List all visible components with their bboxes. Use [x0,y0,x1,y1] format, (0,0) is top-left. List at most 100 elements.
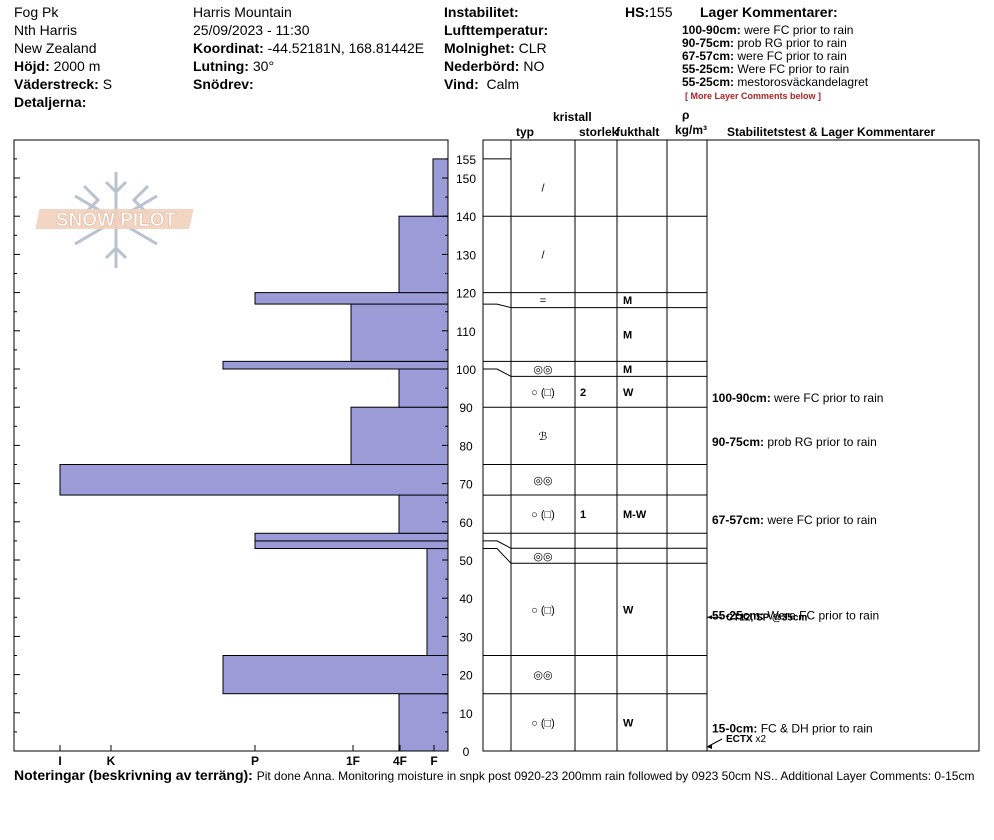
depth-label: 70 [459,478,473,492]
depth-label: 90 [459,401,473,415]
range-name: Nth Harris [14,22,78,38]
moisture-value: W [623,387,634,399]
notes-text: Pit done Anna. Monitoring moisture in sn… [256,769,975,783]
moisture-value: M [623,364,632,376]
layer-connector [483,548,512,564]
instability-label: Instabilitet: [444,4,519,20]
hardness-bar [398,368,449,408]
slope-label: Lutning: [193,58,249,74]
stability-comment: 100-90cm: were FC prior to rain [712,391,883,405]
layer-table-frame [482,139,980,752]
stability-test: CT12, SP @35cm [726,612,807,623]
grain-type: ○ (□) [531,387,555,399]
depth-label: 60 [459,516,473,530]
moisture-header: fukthalt [616,125,660,139]
layer-comment-0: 100-90cm: were FC prior to rain [682,24,853,37]
crystal-header: kristall [553,110,592,124]
sky-label: Molnighet: [444,40,515,56]
area-name: Harris Mountain [193,4,292,20]
wind-row: Vind: Calm [444,76,519,92]
layer-connector [483,368,512,377]
rho-header: ρ [682,108,690,122]
hs-row: HS:155 [625,4,672,20]
layer-comment-text: were FC prior to rain [737,49,847,63]
hardness-bar [398,693,449,752]
grain-size: 2 [580,387,586,399]
hs-label: HS: [625,4,650,20]
depth-label: 10 [459,707,473,721]
depth-label: 50 [459,554,473,568]
hardness-label: 1F [346,754,360,768]
notes-row: Noteringar (beskrivning av terräng): Pit… [14,767,974,783]
sky-value: CLR [518,40,547,56]
hardness-bar [432,158,449,217]
moisture-value: M [623,295,632,307]
wind-value: Calm [486,76,520,92]
wind-label: Vind: [444,76,479,92]
layer-connector [483,540,512,549]
hardness-bar [254,292,449,305]
comment-text: were FC prior to rain [773,391,883,405]
depth-label: 110 [456,325,475,339]
airtemp-label: Lufttemperatur: [444,22,549,38]
moisture-value: M-W [623,509,647,521]
grain-type: ◎◎ [533,364,552,376]
coord-value: -44.52181N, 168.81442E [267,40,425,56]
test-arrow-head [707,615,712,620]
layer-comment-range: 100-90cm: [682,23,741,37]
grain-type: / [541,183,545,195]
grain-type: / [541,249,545,261]
layer-comments-title: Lager Kommentarer: [700,4,838,20]
snowpilot-logo: SNOW PILOT [35,172,194,268]
elevation-row: Höjd: 2000 m [14,58,100,74]
more-comments-link[interactable]: [ More Layer Comments below ] [685,91,822,101]
depth-label: 40 [459,592,473,606]
moisture-value: W [623,717,634,729]
grain-type: ◎◎ [533,670,552,682]
stability-comment: 55-25cm: Were FC prior to rain [712,608,879,622]
hardness-bar [222,360,449,370]
comment-range: 67-57cm: [712,513,767,527]
precip-value: NO [523,58,545,74]
logo-text: SNOW PILOT [56,210,177,231]
grain-type: ◎◎ [533,551,552,563]
precip-label: Nederbörd: [444,58,520,74]
test-extra: x2 [753,734,767,745]
test-arrow-head [707,745,712,749]
layer-comment-range: 55-25cm: [682,62,735,76]
comment-range: 55-25cm: [712,608,767,622]
depth-label: 130 [456,248,476,262]
country-name: New Zealand [14,40,97,56]
comment-range: 15-0cm: [712,721,761,735]
stability-test: ECTX x2 [726,734,766,745]
comment-range: 90-75cm: [712,435,767,449]
type-header: typ [516,125,534,139]
hardness-label: K [107,754,116,768]
layer-connector [483,303,512,309]
slope-row: Lutning: 30° [193,58,274,74]
size-header: storlek [579,125,619,139]
hardness-bar [398,494,449,534]
grain-type: ○ (□) [531,717,555,729]
depth-label: 0 [463,745,470,759]
depth-label: 140 [456,210,476,224]
hardness-bar [254,540,449,550]
depth-label: 155 [456,153,476,167]
grain-type: = [540,295,546,307]
hardness-label: F [430,754,437,768]
elevation-value: 2000 m [53,58,101,74]
hardness-bar [222,655,449,695]
layer-comment-3: 55-25cm: Were FC prior to rain [682,63,849,76]
layer-comment-text: Were FC prior to rain [737,62,850,76]
depth-label: 120 [456,287,476,301]
density-unit-header: kg/m³ [675,123,708,137]
layer-comment-range: 55-25cm: [682,75,735,89]
coord-row: Koordinat: -44.52181N, 168.81442E [193,40,424,56]
hardness-bar [398,215,449,294]
location-name: Fog Pk [14,4,59,20]
sky-row: Molnighet: CLR [444,40,547,56]
hardness-label: I [58,754,61,768]
hardness-bar [350,303,449,362]
stability-comment: 15-0cm: FC & DH prior to rain [712,721,873,735]
